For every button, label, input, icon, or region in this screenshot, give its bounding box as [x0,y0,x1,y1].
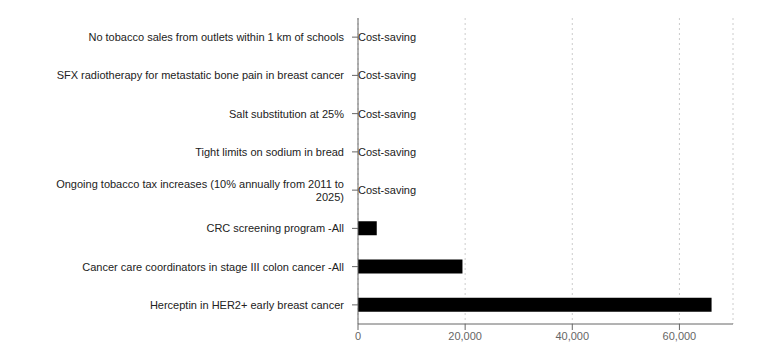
svg-text:Cost-saving: Cost-saving [358,184,416,196]
svg-text:CRC screening program -All: CRC screening program -All [206,222,344,234]
svg-text:0: 0 [355,330,361,342]
svg-text:SFX radiotherapy for metastati: SFX radiotherapy for metastatic bone pai… [57,69,345,81]
svg-text:Ongoing tobacco tax increases: Ongoing tobacco tax increases (10% annua… [56,178,344,203]
svg-text:Cost-saving: Cost-saving [358,31,416,43]
svg-text:60,000: 60,000 [663,330,697,342]
svg-text:Herceptin in HER2+ early breas: Herceptin in HER2+ early breast cancer [150,299,344,311]
svg-text:Cost-saving: Cost-saving [358,108,416,120]
svg-text:Salt substitution at 25%: Salt substitution at 25% [229,108,344,120]
svg-text:Tight limits on sodium in brea: Tight limits on sodium in bread [195,146,344,158]
svg-text:20,000: 20,000 [448,330,482,342]
svg-text:No tobacco sales from outlets: No tobacco sales from outlets within 1 k… [88,31,344,43]
svg-text:Cancer care coordinators in st: Cancer care coordinators in stage III co… [82,261,344,273]
svg-text:Cost-saving: Cost-saving [358,146,416,158]
svg-text:40,000: 40,000 [555,330,589,342]
svg-text:Cost-saving: Cost-saving [358,69,416,81]
